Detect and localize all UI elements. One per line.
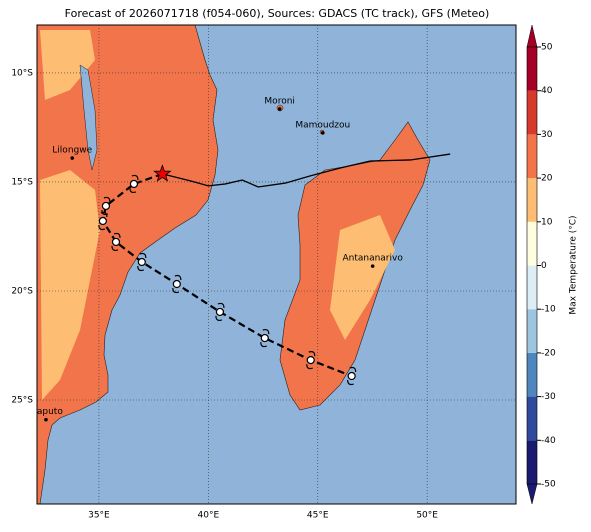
land-patch — [330, 215, 395, 340]
x-tick-label: 50°E — [416, 511, 438, 521]
colorbar-tick-label: -10 — [541, 305, 556, 315]
track-point — [215, 307, 225, 317]
city-label: Maputo — [29, 407, 63, 417]
city-label: Mamoudzou — [295, 120, 350, 130]
cyclone-symbol — [129, 174, 139, 194]
y-tick-label: 25°S — [11, 396, 33, 406]
start-marker — [153, 164, 172, 182]
cyclone-symbol — [215, 302, 225, 322]
colorbar-segment — [527, 90, 537, 135]
colorbar-segment — [527, 221, 537, 266]
colorbar-tick-label: -30 — [541, 392, 556, 402]
land-patch — [40, 170, 100, 400]
track-point — [347, 371, 356, 381]
cyclone-symbol — [137, 252, 147, 272]
y-tick-label: 10°S — [11, 68, 33, 78]
cyclone-symbol — [260, 328, 270, 348]
map-frame — [36, 24, 517, 505]
x-tick-label: 40°E — [198, 511, 220, 521]
city-dot — [320, 131, 325, 135]
land-patch — [40, 30, 95, 100]
colorbar-tick-label: 20 — [541, 174, 553, 184]
track-point — [129, 179, 139, 189]
cyclone-symbol — [111, 232, 121, 252]
track-point — [172, 279, 181, 289]
colorbar-tick-label: 0 — [541, 261, 547, 271]
africa — [37, 25, 219, 504]
cyclone-symbol — [306, 351, 316, 370]
track-point — [101, 201, 111, 211]
colorbar-tick-label: 10 — [541, 217, 553, 227]
colorbar-tick-label: 40 — [541, 86, 553, 96]
colorbar-extend — [526, 24, 538, 48]
city-dot — [370, 264, 375, 268]
y-tick-label: 20°S — [11, 286, 33, 296]
cyclone-symbol — [98, 211, 108, 231]
colorbar-segment — [527, 309, 537, 353]
city-label: Lilongwe — [52, 145, 92, 155]
city-dot — [70, 156, 75, 160]
colorbar-segment — [527, 440, 537, 484]
city-dot — [44, 417, 48, 422]
colorbar-segment — [527, 134, 537, 179]
colorbar-segment — [527, 265, 537, 310]
x-tick-label: 45°E — [307, 511, 329, 521]
city-dot — [277, 107, 282, 111]
colorbar-segment — [527, 396, 537, 441]
x-tick-label: 35°E — [88, 511, 110, 521]
model-line — [162, 153, 451, 188]
colorbar-tick-label: 50 — [541, 43, 553, 53]
track-point — [98, 216, 107, 226]
colorbar-tick-label: -50 — [541, 480, 556, 490]
city-label: Moroni — [264, 96, 295, 106]
colorbar-segment — [527, 178, 537, 222]
track-point — [111, 237, 121, 247]
track-point — [260, 333, 269, 343]
city-label: Antananarivo — [342, 254, 403, 264]
lake — [79, 64, 98, 171]
cyclone-symbol — [347, 366, 357, 386]
colorbar-segment — [527, 352, 537, 397]
colorbar-segment — [527, 47, 537, 91]
y-tick-label: 15°S — [11, 177, 33, 187]
colorbar-tick-label: -40 — [541, 436, 556, 446]
title: Forecast of 2026071718 (f054-060), Sourc… — [65, 7, 490, 20]
colorbar-tick-label: -20 — [541, 348, 556, 358]
colorbar-tick-label: 30 — [541, 130, 553, 140]
colorbar-label: Max Temperature (°C) — [569, 215, 579, 314]
track-point — [137, 257, 146, 267]
track-point — [306, 356, 315, 365]
cyclone-symbol — [172, 274, 182, 294]
colorbar-extend — [526, 483, 538, 505]
